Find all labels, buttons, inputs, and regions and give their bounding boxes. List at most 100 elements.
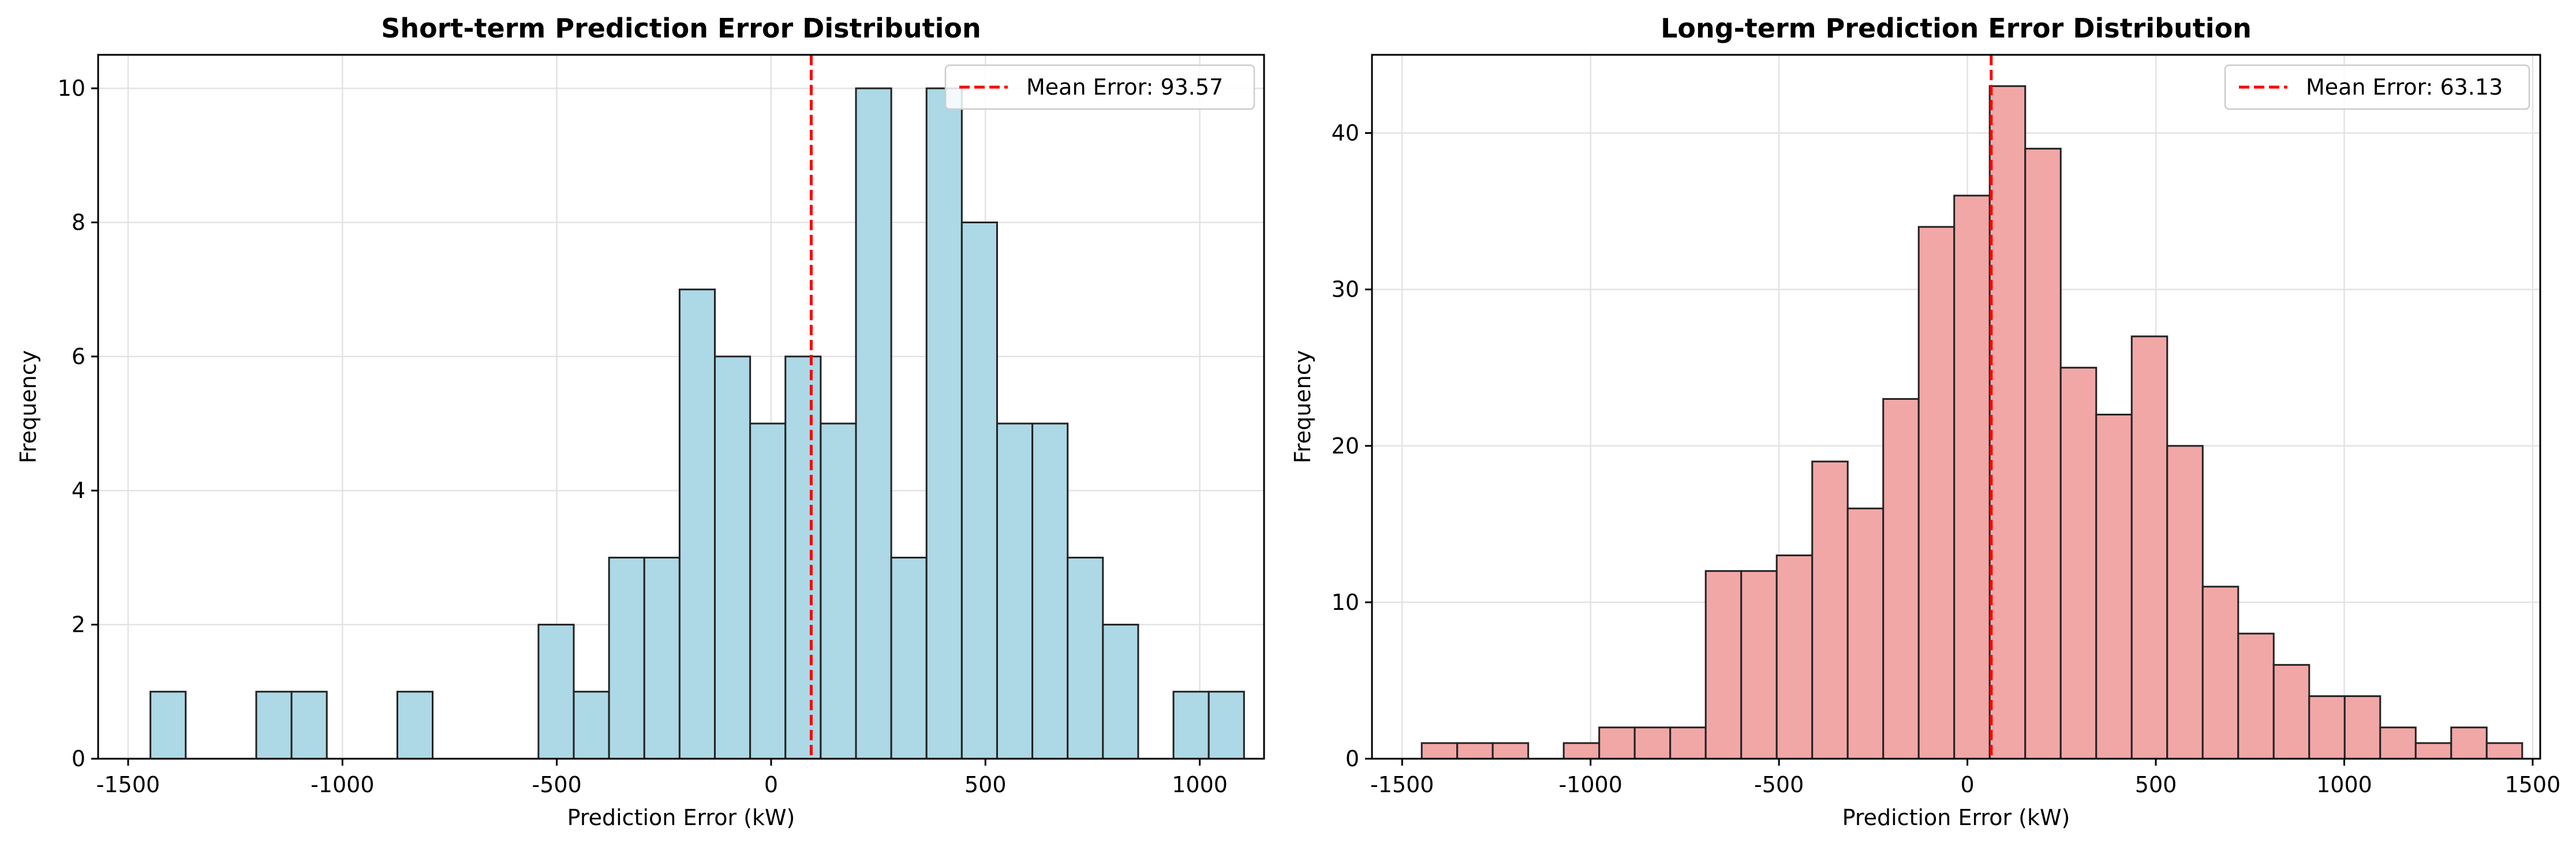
x-axis-ticks: -1500 -1000 -500 0 500 1000 1500 bbox=[1370, 759, 2560, 797]
histogram-bar bbox=[1207, 691, 1245, 760]
histogram-bar bbox=[2130, 335, 2169, 760]
x-axis-label: Prediction Error (kW) bbox=[1842, 805, 2070, 830]
histogram-bar bbox=[2343, 695, 2381, 760]
histogram-bar bbox=[784, 355, 822, 760]
histogram-bar bbox=[1882, 398, 1920, 760]
histogram-bar bbox=[2166, 445, 2204, 760]
histogram-bar bbox=[1988, 85, 2027, 760]
histogram-bars bbox=[149, 87, 1245, 760]
histogram-bar bbox=[678, 288, 716, 760]
y-tick-label: 20 bbox=[1332, 433, 1359, 459]
histogram-bar bbox=[1420, 742, 1459, 760]
y-tick-label: 10 bbox=[1332, 590, 1359, 615]
histogram-bar bbox=[1669, 726, 1707, 760]
y-tick-label: 0 bbox=[72, 746, 85, 771]
y-tick-label: 8 bbox=[72, 209, 85, 235]
histogram-bar bbox=[1953, 194, 1991, 760]
histogram-bar bbox=[1598, 726, 1636, 760]
plot-frame bbox=[97, 54, 1265, 760]
histogram-bar bbox=[1633, 726, 1672, 760]
x-axis-label: Prediction Error (kW) bbox=[567, 805, 795, 830]
chart-title: Long-term Prediction Error Distribution bbox=[1661, 13, 2252, 44]
histogram-bar bbox=[1846, 507, 1885, 760]
histogram-bar bbox=[1704, 570, 1743, 760]
x-tick-label: -500 bbox=[532, 772, 582, 797]
histogram-bar bbox=[2414, 742, 2452, 760]
histogram-bar bbox=[890, 556, 928, 760]
y-tick-label: 40 bbox=[1332, 121, 1359, 146]
y-tick-label: 4 bbox=[72, 478, 85, 503]
histogram-bar bbox=[537, 624, 575, 760]
histogram-bar bbox=[1775, 554, 1814, 760]
histogram-bar bbox=[573, 691, 610, 760]
y-tick-label: 2 bbox=[72, 612, 85, 638]
y-axis-label: Frequency bbox=[16, 350, 41, 463]
x-tick-label: -500 bbox=[1754, 772, 1804, 797]
x-tick-label: -1000 bbox=[311, 772, 374, 797]
histogram-bar bbox=[1102, 624, 1139, 760]
histogram-bar bbox=[643, 556, 681, 760]
x-axis-ticks: -1500 -1000 -500 0 500 1000 bbox=[96, 759, 1228, 797]
x-tick-label: 1000 bbox=[2316, 772, 2372, 797]
x-tick-label: -1000 bbox=[1558, 772, 1622, 797]
histogram-bar bbox=[2450, 726, 2488, 760]
histogram-bar bbox=[255, 691, 293, 760]
chart-title: Short-term Prediction Error Distribution bbox=[381, 13, 981, 44]
chart-long-term: Long-term Prediction Error Distribution … bbox=[1290, 13, 2560, 830]
histogram-bar bbox=[396, 691, 434, 760]
legend: Mean Error: 63.13 bbox=[2224, 64, 2530, 110]
x-tick-label: 500 bbox=[2135, 772, 2177, 797]
histogram-bar bbox=[2201, 586, 2239, 760]
histogram-bar bbox=[1491, 742, 1530, 760]
histogram-bar bbox=[2379, 726, 2417, 760]
x-tick-label: -1500 bbox=[96, 772, 160, 797]
histogram-bar bbox=[2485, 742, 2523, 760]
x-tick-label: 1500 bbox=[2505, 772, 2561, 797]
y-axis-ticks: 0 2 4 6 8 10 bbox=[58, 76, 98, 771]
histogram-bar bbox=[820, 422, 857, 760]
histogram-bar bbox=[290, 691, 328, 760]
y-tick-label: 10 bbox=[58, 76, 85, 101]
histogram-bar bbox=[1562, 742, 1601, 760]
histogram-bar bbox=[749, 422, 787, 760]
y-tick-label: 0 bbox=[1345, 746, 1359, 771]
legend: Mean Error: 93.57 bbox=[944, 64, 1255, 110]
histogram-bar bbox=[1067, 556, 1104, 760]
x-tick-label: 1000 bbox=[1172, 772, 1228, 797]
x-tick-label: 0 bbox=[1960, 772, 1974, 797]
histogram-bar bbox=[1917, 226, 1956, 760]
y-axis-label: Frequency bbox=[1290, 350, 1315, 463]
histogram-bar bbox=[149, 691, 187, 760]
histogram-bar bbox=[2095, 414, 2133, 760]
legend-entry: Mean Error: 93.57 bbox=[1026, 74, 1223, 100]
histogram-bar bbox=[1740, 570, 1778, 760]
x-tick-label: 500 bbox=[964, 772, 1007, 797]
y-tick-label: 6 bbox=[72, 344, 85, 369]
y-tick-label: 30 bbox=[1332, 277, 1359, 302]
histogram-bar bbox=[2272, 664, 2310, 760]
x-tick-label: -1500 bbox=[1370, 772, 1434, 797]
legend-box bbox=[2224, 64, 2530, 110]
plot-frame bbox=[1371, 54, 2541, 760]
histogram-bar bbox=[855, 87, 892, 760]
histogram-bar bbox=[1456, 742, 1494, 760]
legend-box bbox=[944, 64, 1255, 110]
histogram-bar bbox=[714, 355, 752, 760]
y-axis-ticks: 0 10 20 30 40 bbox=[1332, 121, 1372, 771]
histogram-bars bbox=[1420, 85, 2523, 760]
histogram-bar bbox=[996, 422, 1034, 760]
histogram-bar bbox=[2059, 366, 2098, 760]
chart-short-term: Short-term Prediction Error Distribution… bbox=[16, 13, 1265, 830]
histogram-bar bbox=[2308, 695, 2346, 760]
histogram-bar bbox=[2237, 632, 2275, 760]
legend-entry: Mean Error: 63.13 bbox=[2306, 74, 2503, 100]
histogram-bar bbox=[1031, 422, 1069, 760]
histogram-bar bbox=[925, 87, 963, 760]
histogram-bar bbox=[608, 556, 645, 760]
histogram-bar bbox=[2024, 148, 2062, 760]
x-tick-label: 0 bbox=[764, 772, 778, 797]
histogram-bar bbox=[960, 221, 998, 760]
histogram-bar bbox=[1811, 460, 1849, 760]
histogram-bar bbox=[1172, 691, 1210, 760]
